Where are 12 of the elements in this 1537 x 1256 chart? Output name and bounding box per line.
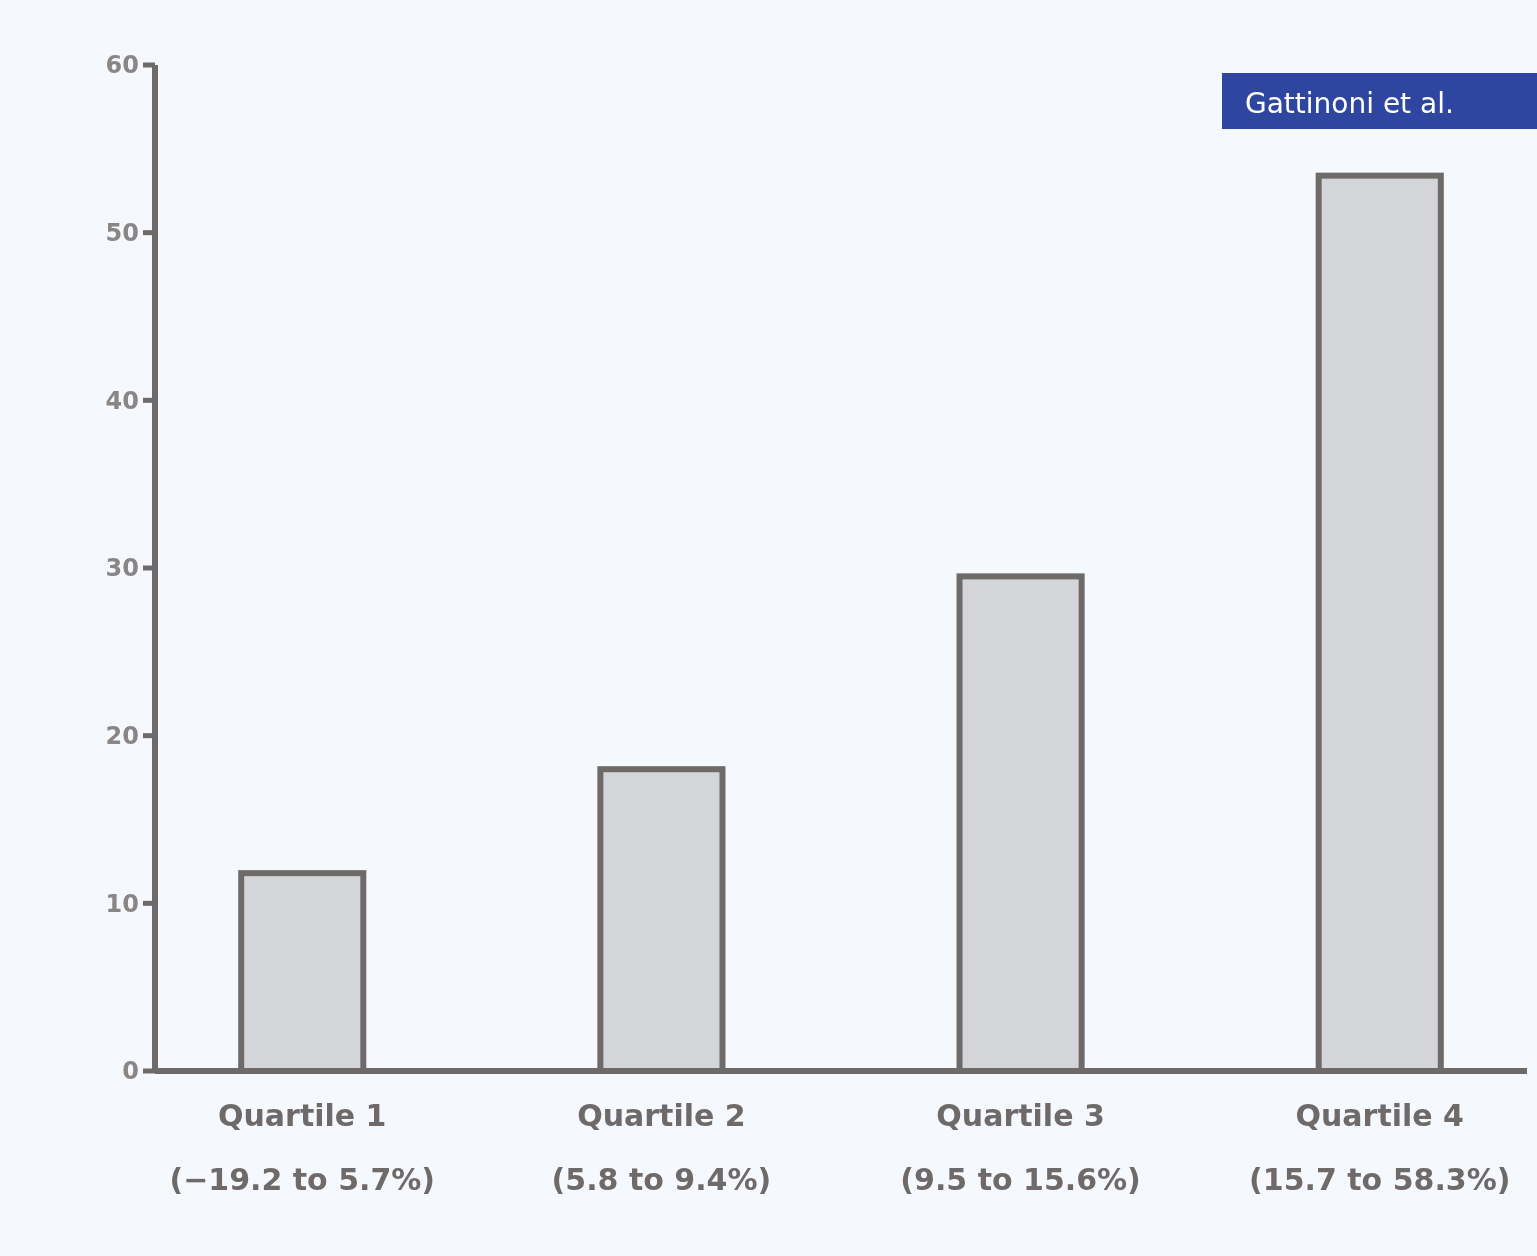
y-tick-label: 0: [122, 1057, 139, 1086]
x-tick-label: Quartile 2 (5.8 to 9.4%): [551, 1098, 772, 1197]
x-tick-label: Quartile 4 (15.7 to 58.3%): [1249, 1098, 1511, 1197]
y-tick-label: 10: [105, 889, 139, 918]
y-tick-label: 40: [105, 386, 139, 415]
y-tick-label: 30: [105, 554, 139, 583]
x-tick-label: Quartile 3 (9.5 to 15.6%): [900, 1098, 1141, 1197]
y-tick-label: 50: [105, 219, 139, 248]
y-tick-label: 60: [105, 51, 139, 80]
x-tick-label: Quartile 1 (−19.2 to 5.7%): [169, 1098, 436, 1197]
annotation: Gattinoni et al.: [1245, 86, 1454, 120]
y-tick-label: 20: [105, 722, 139, 751]
